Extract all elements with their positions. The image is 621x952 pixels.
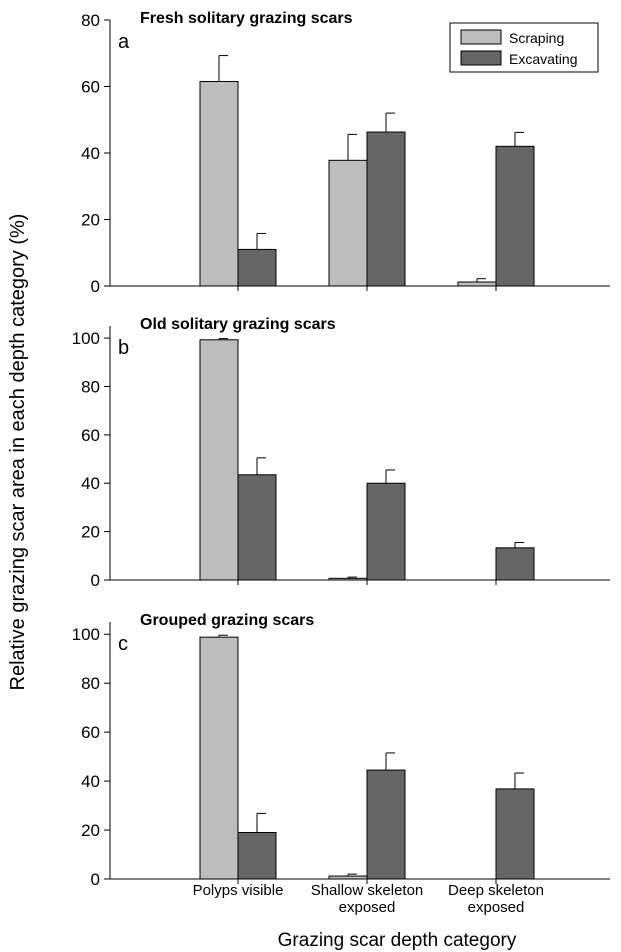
legend-label-excavating: Excavating — [509, 51, 577, 67]
panel-letter: c — [118, 633, 128, 655]
bar-scraping — [328, 875, 368, 880]
bar-scraping — [328, 159, 368, 287]
legend-swatch-scraping — [460, 29, 502, 45]
bar-scraping — [199, 81, 239, 287]
y-axis-label: Relative grazing scar area in each depth… — [7, 214, 29, 691]
bar-scraping — [457, 281, 497, 287]
bar-excavating — [237, 248, 277, 287]
chart-panels: 0 20 40 60 80 a Fresh solitary grazing scars 0 2… — [72, 10, 610, 889]
x-category-label: exposed — [468, 899, 525, 916]
x-category-labels: Polyps visible Shallow skeletonexposedDee… — [193, 882, 544, 916]
y-tick-label: 0 — [91, 571, 100, 590]
bar-scraping — [328, 577, 368, 581]
bar-scraping — [199, 636, 239, 880]
x-axis-label: Grazing scar depth category — [278, 930, 517, 951]
y-tick-label: 60 — [81, 78, 100, 97]
panel-title: Grouped grazing scars — [140, 612, 314, 629]
y-tick-label: 20 — [81, 211, 100, 230]
legend: Scraping Excavating — [449, 22, 599, 73]
panel-title: Fresh solitary grazing scars — [140, 10, 353, 27]
bar-excavating — [495, 547, 535, 581]
bar-excavating — [237, 474, 277, 581]
x-category-label: Polyps visible — [193, 882, 284, 899]
y-tick-label: 60 — [81, 426, 100, 445]
panel-letter: a — [118, 31, 130, 53]
x-category-label: Shallow skeleton — [311, 882, 424, 899]
y-tick-label: 40 — [81, 474, 100, 493]
bar-scraping — [199, 339, 239, 581]
bar-excavating — [237, 831, 277, 880]
bar-excavating — [495, 145, 535, 287]
y-tick-label: 80 — [81, 377, 100, 396]
bar-excavating — [366, 482, 406, 581]
y-tick-label: 40 — [81, 772, 100, 791]
y-tick-label: 100 — [72, 625, 100, 644]
y-tick-label: 40 — [81, 144, 100, 163]
panel-a: 0 20 40 60 80 a Fresh solitary grazing scars — [81, 10, 610, 296]
panel-letter: b — [118, 337, 129, 359]
x-category-label: Deep skeleton — [448, 882, 544, 899]
panel-title: Old solitary grazing scars — [140, 316, 336, 333]
x-category-label: exposed — [339, 899, 396, 916]
legend-swatch-excavating — [460, 50, 502, 66]
panel-c: 0 20 40 60 80 100 c Grouped grazing scars — [72, 612, 610, 889]
legend-label-scraping: Scraping — [509, 30, 564, 46]
bar-excavating — [366, 769, 406, 880]
y-tick-label: 80 — [81, 674, 100, 693]
y-tick-label: 20 — [81, 821, 100, 840]
panel-b: 0 20 40 60 80 100 b Old solitary grazing scars — [72, 316, 610, 590]
y-tick-label: 0 — [91, 870, 100, 889]
y-tick-label: 0 — [91, 277, 100, 296]
y-tick-label: 20 — [81, 523, 100, 542]
bar-excavating — [366, 131, 406, 287]
y-tick-label: 100 — [72, 329, 100, 348]
y-tick-label: 80 — [81, 11, 100, 30]
y-tick-label: 60 — [81, 723, 100, 742]
bar-excavating — [495, 788, 535, 880]
